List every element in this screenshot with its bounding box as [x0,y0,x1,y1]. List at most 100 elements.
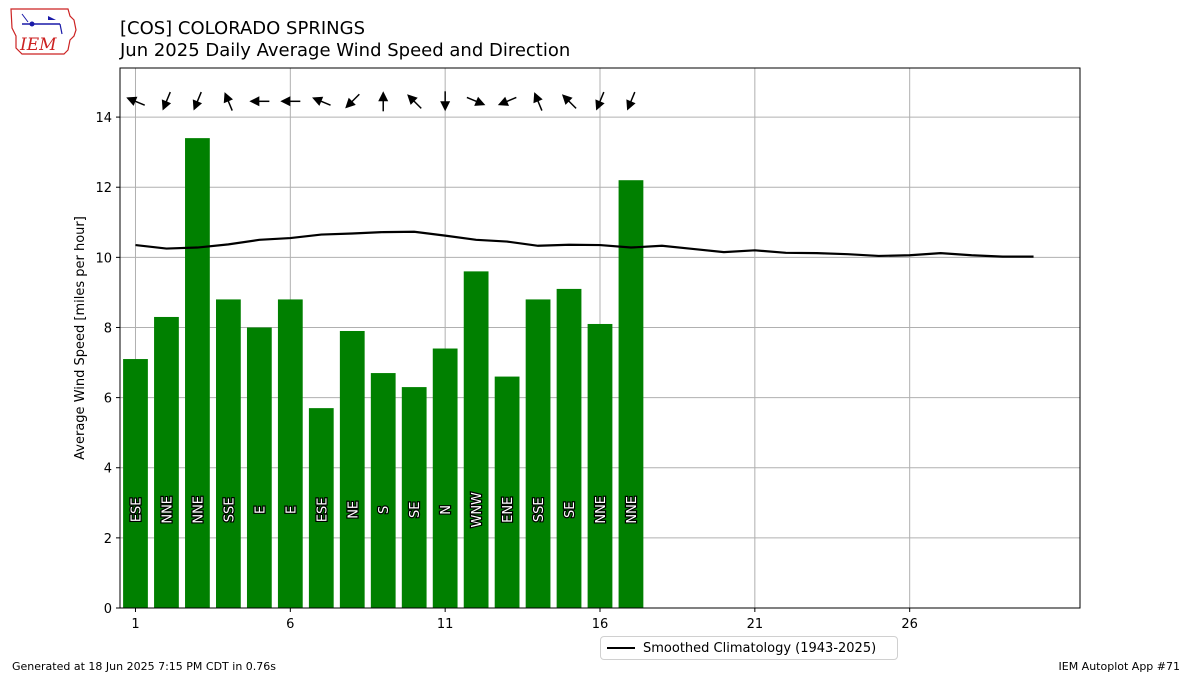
direction-label: E [284,506,299,514]
generated-timestamp: Generated at 18 Jun 2025 7:15 PM CDT in … [12,660,277,673]
iem-logo-graphic: IEM [10,8,77,55]
wind-bar [246,327,272,608]
wind-bar [587,323,613,608]
wind-arrow [407,94,422,109]
y-tick-label: 8 [104,321,112,336]
chart-title: [COS] COLORADO SPRINGS Jun 2025 Daily Av… [120,18,570,62]
wind-arrow-head [533,92,543,104]
y-tick-label: 12 [95,181,112,196]
wind-arrow [312,96,331,106]
x-tick-label: 6 [286,617,294,632]
title-line-1: [COS] COLORADO SPRINGS [120,18,365,39]
direction-label: SSE [222,497,237,522]
title-line-2: Jun 2025 Daily Average Wind Speed and Di… [120,40,571,61]
x-tick-label: 21 [747,617,764,632]
direction-label: SE [408,502,423,518]
direction-label: ENE [501,497,516,523]
wind-arrow-head [474,96,486,106]
wind-arrow-head [561,94,573,105]
direction-label: E [253,506,268,514]
direction-label: WNW [470,492,485,528]
wind-bar [370,373,396,608]
wind-arrow [440,91,451,112]
climatology-line-group [135,230,1034,258]
y-tick-label: 6 [104,392,112,407]
wind-arrows [126,91,636,112]
y-axis-label: Average Wind Speed [miles per hour] [73,216,88,460]
wind-bar [525,299,551,608]
wind-arrow-head [161,99,172,111]
wind-arrow-head [345,97,356,109]
direction-labels: ESE NNE NNE SSE E E ESE NE S SE N WNW ENE SSE SE NNE NNE [128,491,641,529]
wind-arrow [561,94,577,109]
y-tick-label: 10 [95,251,112,266]
wind-bar [154,316,179,608]
direction-label: ESE [129,497,144,522]
wind-arrow-head [595,99,605,111]
bars [123,138,644,608]
wind-bar [216,299,241,608]
direction-label: NNE [160,496,175,524]
climatology-line [135,230,1034,258]
direction-label: NNE [594,496,609,524]
iem-logo: IEM [8,6,80,58]
x-tick-label: 1 [131,617,139,632]
wind-bar [339,330,365,608]
wind-arrow-head [249,96,260,107]
wind-arrow-head [378,91,389,102]
y-tick-label: 4 [104,462,112,477]
wind-bar [277,299,303,608]
legend-label: Smoothed Climatology (1943-2025) [643,640,877,656]
direction-label: SE [563,502,578,518]
y-tick-label: 2 [104,532,112,547]
direction-label: N [439,505,454,515]
wind-arrow [345,93,360,109]
wind-bar [463,271,489,608]
wind-arrow-head [312,96,324,106]
wind-bar [494,376,520,608]
wind-arrow-head [497,96,510,106]
wind-arrow-head [192,99,203,111]
wind-bar [432,348,458,608]
wind-arrow [533,92,543,111]
legend: Smoothed Climatology (1943-2025) [600,636,898,660]
wind-arrow-head [280,96,291,107]
direction-label: S [377,506,392,514]
direction-label: SSE [532,497,547,522]
wind-arrow-head [440,101,451,112]
logo-text: IEM [19,35,57,55]
direction-label: NNE [191,496,206,524]
x-tick-label: 11 [437,617,454,632]
wind-arrow [249,96,270,107]
y-tick-label: 0 [104,602,112,617]
wind-arrow [223,92,234,111]
wind-bar [401,387,427,608]
wind-arrow-head [626,99,636,111]
wind-arrow [466,96,486,106]
wind-bar [618,180,644,608]
wind-arrow [161,91,172,111]
x-tick-label: 16 [592,617,609,632]
wind-arrow [192,91,203,111]
wind-bar [185,138,210,608]
wind-bar [308,408,334,608]
wind-arrow-head [407,94,418,105]
wind-arrow [126,96,146,106]
legend-line-swatch [607,647,635,649]
wind-arrow [497,96,517,106]
wind-arrow [595,91,605,111]
wind-arrow-head [126,96,138,106]
wind-arrow [626,91,636,111]
direction-label: ESE [315,497,330,522]
direction-label: NNE [625,496,640,524]
wind-arrow-head [223,92,234,104]
app-id: IEM Autoplot App #71 [1058,660,1181,673]
y-tick-label: 14 [95,111,112,126]
wind-arrow [280,96,301,107]
wind-arrow [378,91,389,112]
wind-bar [556,288,582,608]
x-tick-label: 26 [901,617,918,632]
wind-bar [123,359,148,608]
